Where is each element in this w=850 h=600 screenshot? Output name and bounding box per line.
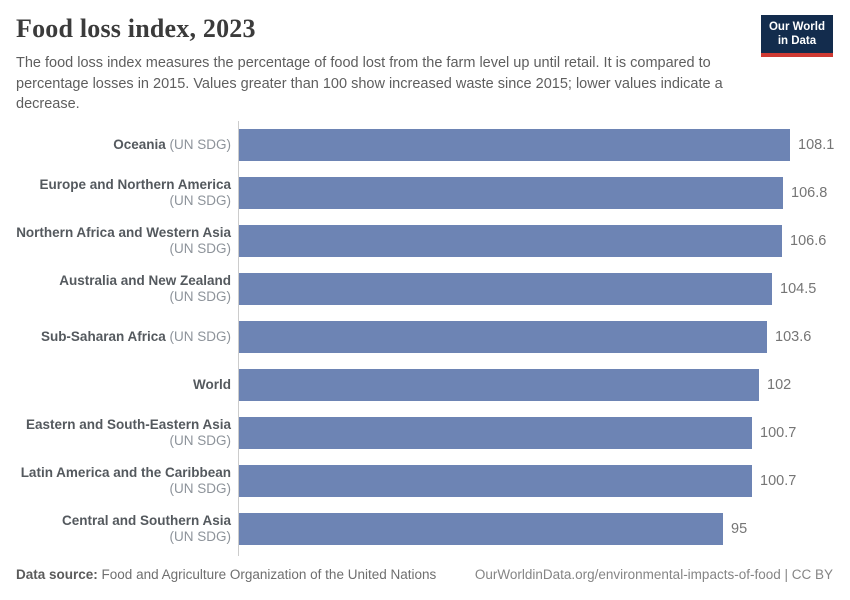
- row-label: Sub-Saharan Africa (UN SDG): [0, 329, 239, 345]
- chart-row: Northern Africa and Western Asia (UN SDG)…: [0, 217, 850, 265]
- region-name: Europe and Northern America: [39, 177, 231, 193]
- row-label: Europe and Northern America (UN SDG): [0, 177, 239, 209]
- owid-logo-line1: Our World: [768, 21, 825, 33]
- header: Food loss index, 2023 The food loss inde…: [16, 14, 740, 115]
- data-source: Data source: Food and Agriculture Organi…: [16, 567, 436, 582]
- chart-row: Europe and Northern America (UN SDG) 106.8: [0, 169, 850, 217]
- region-suffix: (UN SDG): [169, 529, 232, 544]
- value-label: 108.1: [798, 137, 835, 153]
- bar[interactable]: [239, 129, 790, 161]
- row-plot: 95: [239, 513, 850, 545]
- region-suffix: (UN SDG): [169, 289, 232, 304]
- row-plot: 106.8: [239, 177, 850, 209]
- row-plot: 100.7: [239, 465, 850, 497]
- bar[interactable]: [239, 465, 752, 497]
- chart-row: Sub-Saharan Africa (UN SDG) 103.6: [0, 313, 850, 361]
- row-label: Australia and New Zealand (UN SDG): [0, 273, 239, 305]
- row-label: Latin America and the Caribbean (UN SDG): [0, 465, 239, 497]
- y-axis-line: [238, 121, 239, 556]
- chart-row: Latin America and the Caribbean (UN SDG) 1…: [0, 457, 850, 505]
- bar[interactable]: [239, 273, 772, 305]
- region-suffix: (UN SDG): [169, 481, 232, 496]
- row-plot: 103.6: [239, 321, 850, 353]
- chart-subtitle: The food loss index measures the percent…: [16, 55, 723, 113]
- bar[interactable]: [239, 513, 723, 545]
- value-label: 106.6: [790, 233, 827, 249]
- chart-row: World 102: [0, 361, 850, 409]
- row-plot: 104.5: [239, 273, 850, 305]
- owid-logo[interactable]: Our World in Data: [760, 15, 833, 57]
- bar[interactable]: [239, 417, 752, 449]
- data-source-label: Data source:: [16, 567, 98, 582]
- row-label: Oceania (UN SDG): [0, 137, 239, 153]
- value-label: 103.6: [775, 329, 812, 345]
- region-suffix: (UN SDG): [169, 241, 232, 256]
- value-label: 106.8: [791, 185, 828, 201]
- chart-row: Australia and New Zealand (UN SDG) 104.5: [0, 265, 850, 313]
- footer: Data source: Food and Agriculture Organi…: [16, 567, 833, 582]
- chart-row: Eastern and South-Eastern Asia (UN SDG) 10…: [0, 409, 850, 457]
- value-label: 104.5: [780, 281, 817, 297]
- chart-row: Oceania (UN SDG) 108.1: [0, 121, 850, 169]
- region-name: Eastern and South-Eastern Asia: [25, 417, 231, 433]
- region-suffix: (UN SDG): [169, 433, 232, 448]
- owid-logo-line2: in Data: [777, 35, 817, 48]
- row-label: World: [0, 377, 239, 393]
- region-name: Central and Southern Asia: [61, 513, 231, 529]
- row-plot: 102: [239, 369, 850, 401]
- region-name: Oceania: [113, 137, 166, 153]
- region-suffix: (UN SDG): [169, 193, 232, 208]
- row-plot: 106.6: [239, 225, 850, 257]
- row-label: Northern Africa and Western Asia (UN SDG): [0, 225, 239, 257]
- value-label: 102: [767, 377, 792, 393]
- region-name: Sub-Saharan Africa: [40, 329, 166, 345]
- chart-row: Central and Southern Asia (UN SDG) 95: [0, 505, 850, 553]
- row-label: Eastern and South-Eastern Asia (UN SDG): [0, 417, 239, 449]
- region-name: Latin America and the Caribbean: [20, 465, 231, 481]
- bar[interactable]: [239, 225, 782, 257]
- bar[interactable]: [239, 369, 759, 401]
- row-plot: 100.7: [239, 417, 850, 449]
- bar[interactable]: [239, 321, 767, 353]
- bar-chart: Oceania (UN SDG) 108.1 Europe and Northern…: [0, 121, 850, 556]
- row-plot: 108.1: [239, 129, 850, 161]
- chart-title: Food loss index, 2023: [16, 14, 256, 43]
- row-label: Central and Southern Asia (UN SDG): [0, 513, 239, 545]
- value-label: 100.7: [760, 473, 797, 489]
- region-name: Northern Africa and Western Asia: [16, 225, 231, 241]
- citation-link[interactable]: OurWorldinData.org/environmental-impacts…: [474, 567, 833, 582]
- region-name: Australia and New Zealand: [59, 273, 231, 289]
- region-suffix: (UN SDG): [169, 137, 232, 153]
- bar[interactable]: [239, 177, 783, 209]
- value-label: 100.7: [760, 425, 797, 441]
- value-label: 95: [731, 521, 748, 537]
- bar-chart-rows: Oceania (UN SDG) 108.1 Europe and Northern…: [0, 121, 850, 553]
- data-source-text: Food and Agriculture Organization of the…: [101, 567, 437, 582]
- region-suffix: (UN SDG): [169, 329, 232, 345]
- region-name: World: [193, 377, 231, 393]
